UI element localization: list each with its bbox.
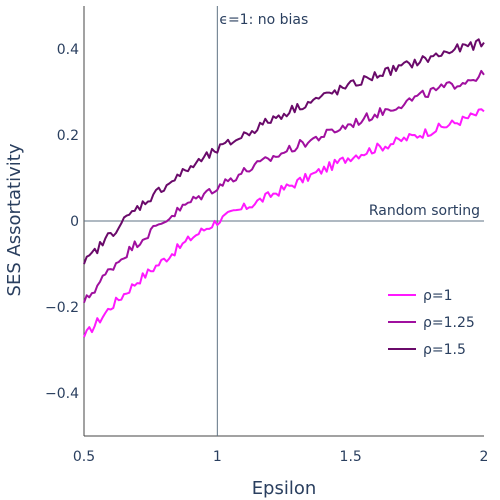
x-tick-label: 0.5 [73,449,95,465]
reference-label-horizontal: Random sorting [369,203,480,219]
legend-label-1: ρ=1 [423,288,453,304]
y-axis-ticks: −0.4 −0.2 0 0.2 0.4 [45,42,79,402]
y-tick-label: 0 [70,214,79,230]
reference-lines: ϵ=1: no bias Random sorting [84,6,484,436]
x-tick-label: 1 [213,449,222,465]
series-line-3 [83,38,485,265]
legend-label-3: ρ=1.5 [423,342,466,358]
y-tick-label: −0.4 [45,386,79,402]
y-tick-label: −0.2 [45,300,79,316]
x-axis-title: Epsilon [252,478,317,499]
reference-label-vertical: ϵ=1: no bias [219,12,308,28]
legend-label-2: ρ=1.25 [423,315,475,331]
y-tick-label: 0.4 [57,42,79,58]
x-tick-label: 1.5 [340,449,362,465]
y-tick-label: 0.2 [57,128,79,144]
series-line-1 [83,108,485,338]
legend: ρ=1 ρ=1.25 ρ=1.5 [388,288,475,358]
series-lines [83,38,485,338]
series-line-2 [83,69,485,304]
x-tick-label: 2 [480,449,489,465]
x-axis-ticks: 0.5 1 1.5 2 [73,449,489,465]
y-axis-title: SES Assortativity [4,143,25,296]
